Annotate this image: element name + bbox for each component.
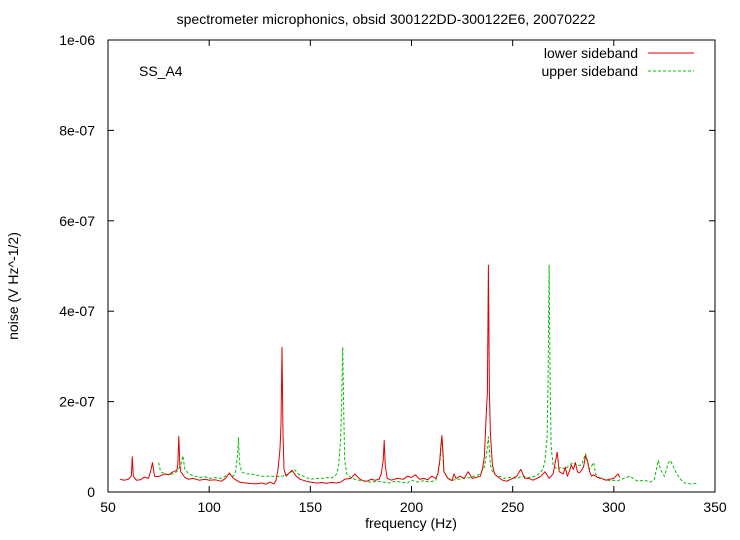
series-layer [119, 264, 697, 485]
x-tick-label: 150 [299, 499, 323, 515]
x-tick-label: 50 [100, 499, 116, 515]
x-tick-label: 100 [197, 499, 221, 515]
legend: lower sideband upper sideband [541, 45, 694, 79]
y-tick-label: 2e-07 [59, 394, 95, 410]
chart-title: spectrometer microphonics, obsid 300122D… [177, 11, 596, 27]
x-axis: 50 100 150 200 250 300 350 [100, 40, 727, 515]
y-tick-label: 1e-06 [59, 32, 95, 48]
y-tick-label: 6e-07 [59, 213, 95, 229]
legend-label-upper-sideband: upper sideband [541, 63, 638, 79]
plot-frame [107, 39, 716, 493]
legend-label-lower-sideband: lower sideband [544, 45, 638, 61]
series-line-lower-sideband [119, 264, 621, 485]
y-tick-label: 8e-07 [59, 122, 95, 138]
y-axis-label: noise (V Hz^-1/2) [5, 232, 21, 340]
y-tick-label: 4e-07 [59, 303, 95, 319]
series-line-upper-sideband [158, 264, 697, 485]
y-axis: 0 2e-07 4e-07 6e-07 8e-07 1e-06 [59, 32, 715, 500]
x-axis-label: frequency (Hz) [365, 515, 457, 531]
x-tick-label: 250 [501, 499, 525, 515]
x-tick-label: 200 [400, 499, 424, 515]
panel-annotation: SS_A4 [139, 63, 183, 79]
x-tick-label: 350 [703, 499, 727, 515]
y-tick-label: 0 [87, 484, 95, 500]
x-tick-label: 300 [602, 499, 626, 515]
